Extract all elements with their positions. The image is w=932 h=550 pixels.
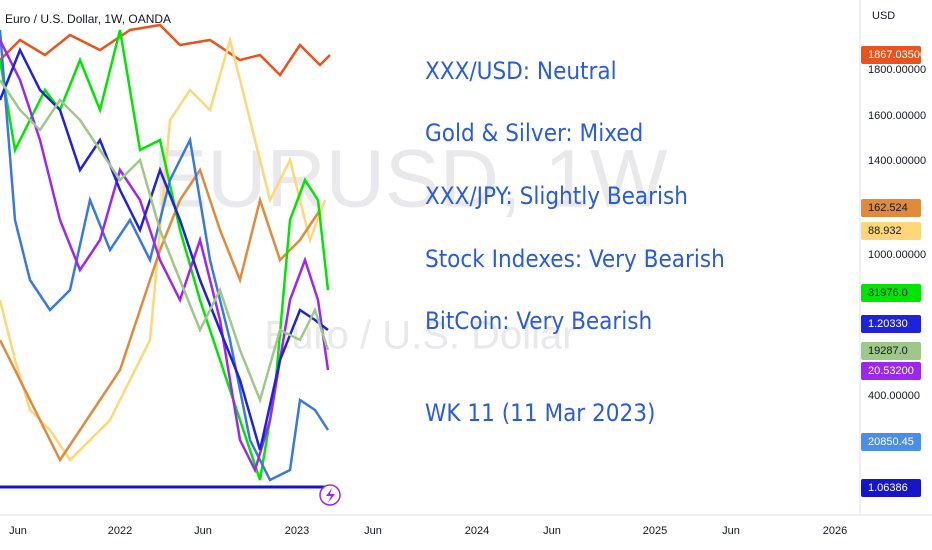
lightning [326, 488, 335, 503]
time-tick: 2024 [465, 525, 489, 537]
price-badge [861, 222, 921, 240]
time-tick: Jun [543, 525, 561, 537]
line [0, 39, 330, 474]
annotation: XXX/JPY: Slightly Bearish [425, 182, 688, 210]
price-badge [861, 342, 921, 360]
price-tick: 1000.00000 [868, 249, 926, 261]
price-badge-label: 1.20330 [868, 318, 908, 330]
line [0, 29, 330, 482]
price-badge-label: 162.524 [868, 202, 908, 214]
price-badge-label: 31976.0 [868, 287, 908, 299]
time-tick: 2025 [643, 525, 667, 537]
time-tick: Jun [194, 525, 212, 537]
chart-title: Euro / U.S. Dollar, 1W, OANDA [5, 12, 171, 26]
price-tick: 1800.00000 [868, 64, 926, 76]
price-tick: 1600.00000 [868, 110, 926, 122]
price-badge [861, 433, 921, 451]
watermark-symbol: EURUSD, 1W [153, 134, 668, 225]
price-badge-label: 20.53200 [868, 365, 914, 377]
price-badge [861, 199, 921, 217]
price-badge [861, 315, 921, 333]
price-badge-label: 19287.0 [868, 345, 908, 357]
price-badge-label: 1.06386 [868, 482, 908, 494]
currency-label: USD [872, 10, 895, 22]
line [0, 79, 330, 404]
price-badge [861, 362, 921, 380]
price-tick: 400.00000 [868, 390, 920, 402]
time-tick: Jun [9, 525, 27, 537]
price-tick: 1400.00000 [868, 155, 926, 167]
annotation: WK 11 (11 Mar 2023) [425, 399, 655, 427]
annotation: Stock Indexes: Very Bearish [425, 245, 725, 273]
price-badge-label: 88.932 [868, 225, 902, 237]
time-tick: 2026 [823, 525, 847, 537]
annotation: Gold & Silver: Mixed [425, 119, 643, 147]
time-tick: 2022 [108, 525, 132, 537]
line [0, 167, 322, 463]
price-badge [861, 479, 921, 497]
annotation: XXX/USD: Neutral [425, 57, 617, 85]
price-badge-label: 20850.45 [868, 436, 914, 448]
price-badge-label: 1867.03500 [868, 49, 926, 61]
annotation: BitCoin: Very Bearish [425, 307, 652, 335]
price-badge [861, 46, 921, 64]
series-lines [0, 23, 331, 489]
time-tick: 2023 [285, 525, 309, 537]
time-tick: Jun [364, 525, 382, 537]
time-tick: Jun [722, 525, 740, 537]
line [0, 23, 331, 77]
price-badge [861, 284, 921, 302]
